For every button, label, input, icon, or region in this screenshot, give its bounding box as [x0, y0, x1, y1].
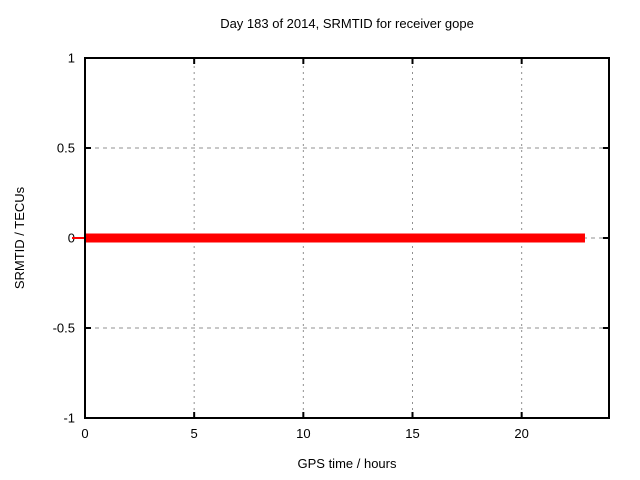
x-tick-label: 15: [405, 426, 419, 441]
x-tick-label: 5: [191, 426, 198, 441]
plot-frame: [84, 57, 610, 419]
y-tick-label: -0.5: [53, 321, 75, 336]
x-tick-label: 20: [514, 426, 528, 441]
x-tick-label: 0: [81, 426, 88, 441]
y-tick-label: -1: [63, 411, 75, 426]
x-axis-label: GPS time / hours: [297, 456, 397, 471]
y-tick-label: 0.5: [57, 141, 75, 156]
chart-title: Day 183 of 2014, SRMTID for receiver gop…: [220, 16, 474, 31]
y-tick-label: 0: [68, 231, 75, 246]
y-tick-label: 1: [68, 51, 75, 66]
x-tick-label: 10: [296, 426, 310, 441]
